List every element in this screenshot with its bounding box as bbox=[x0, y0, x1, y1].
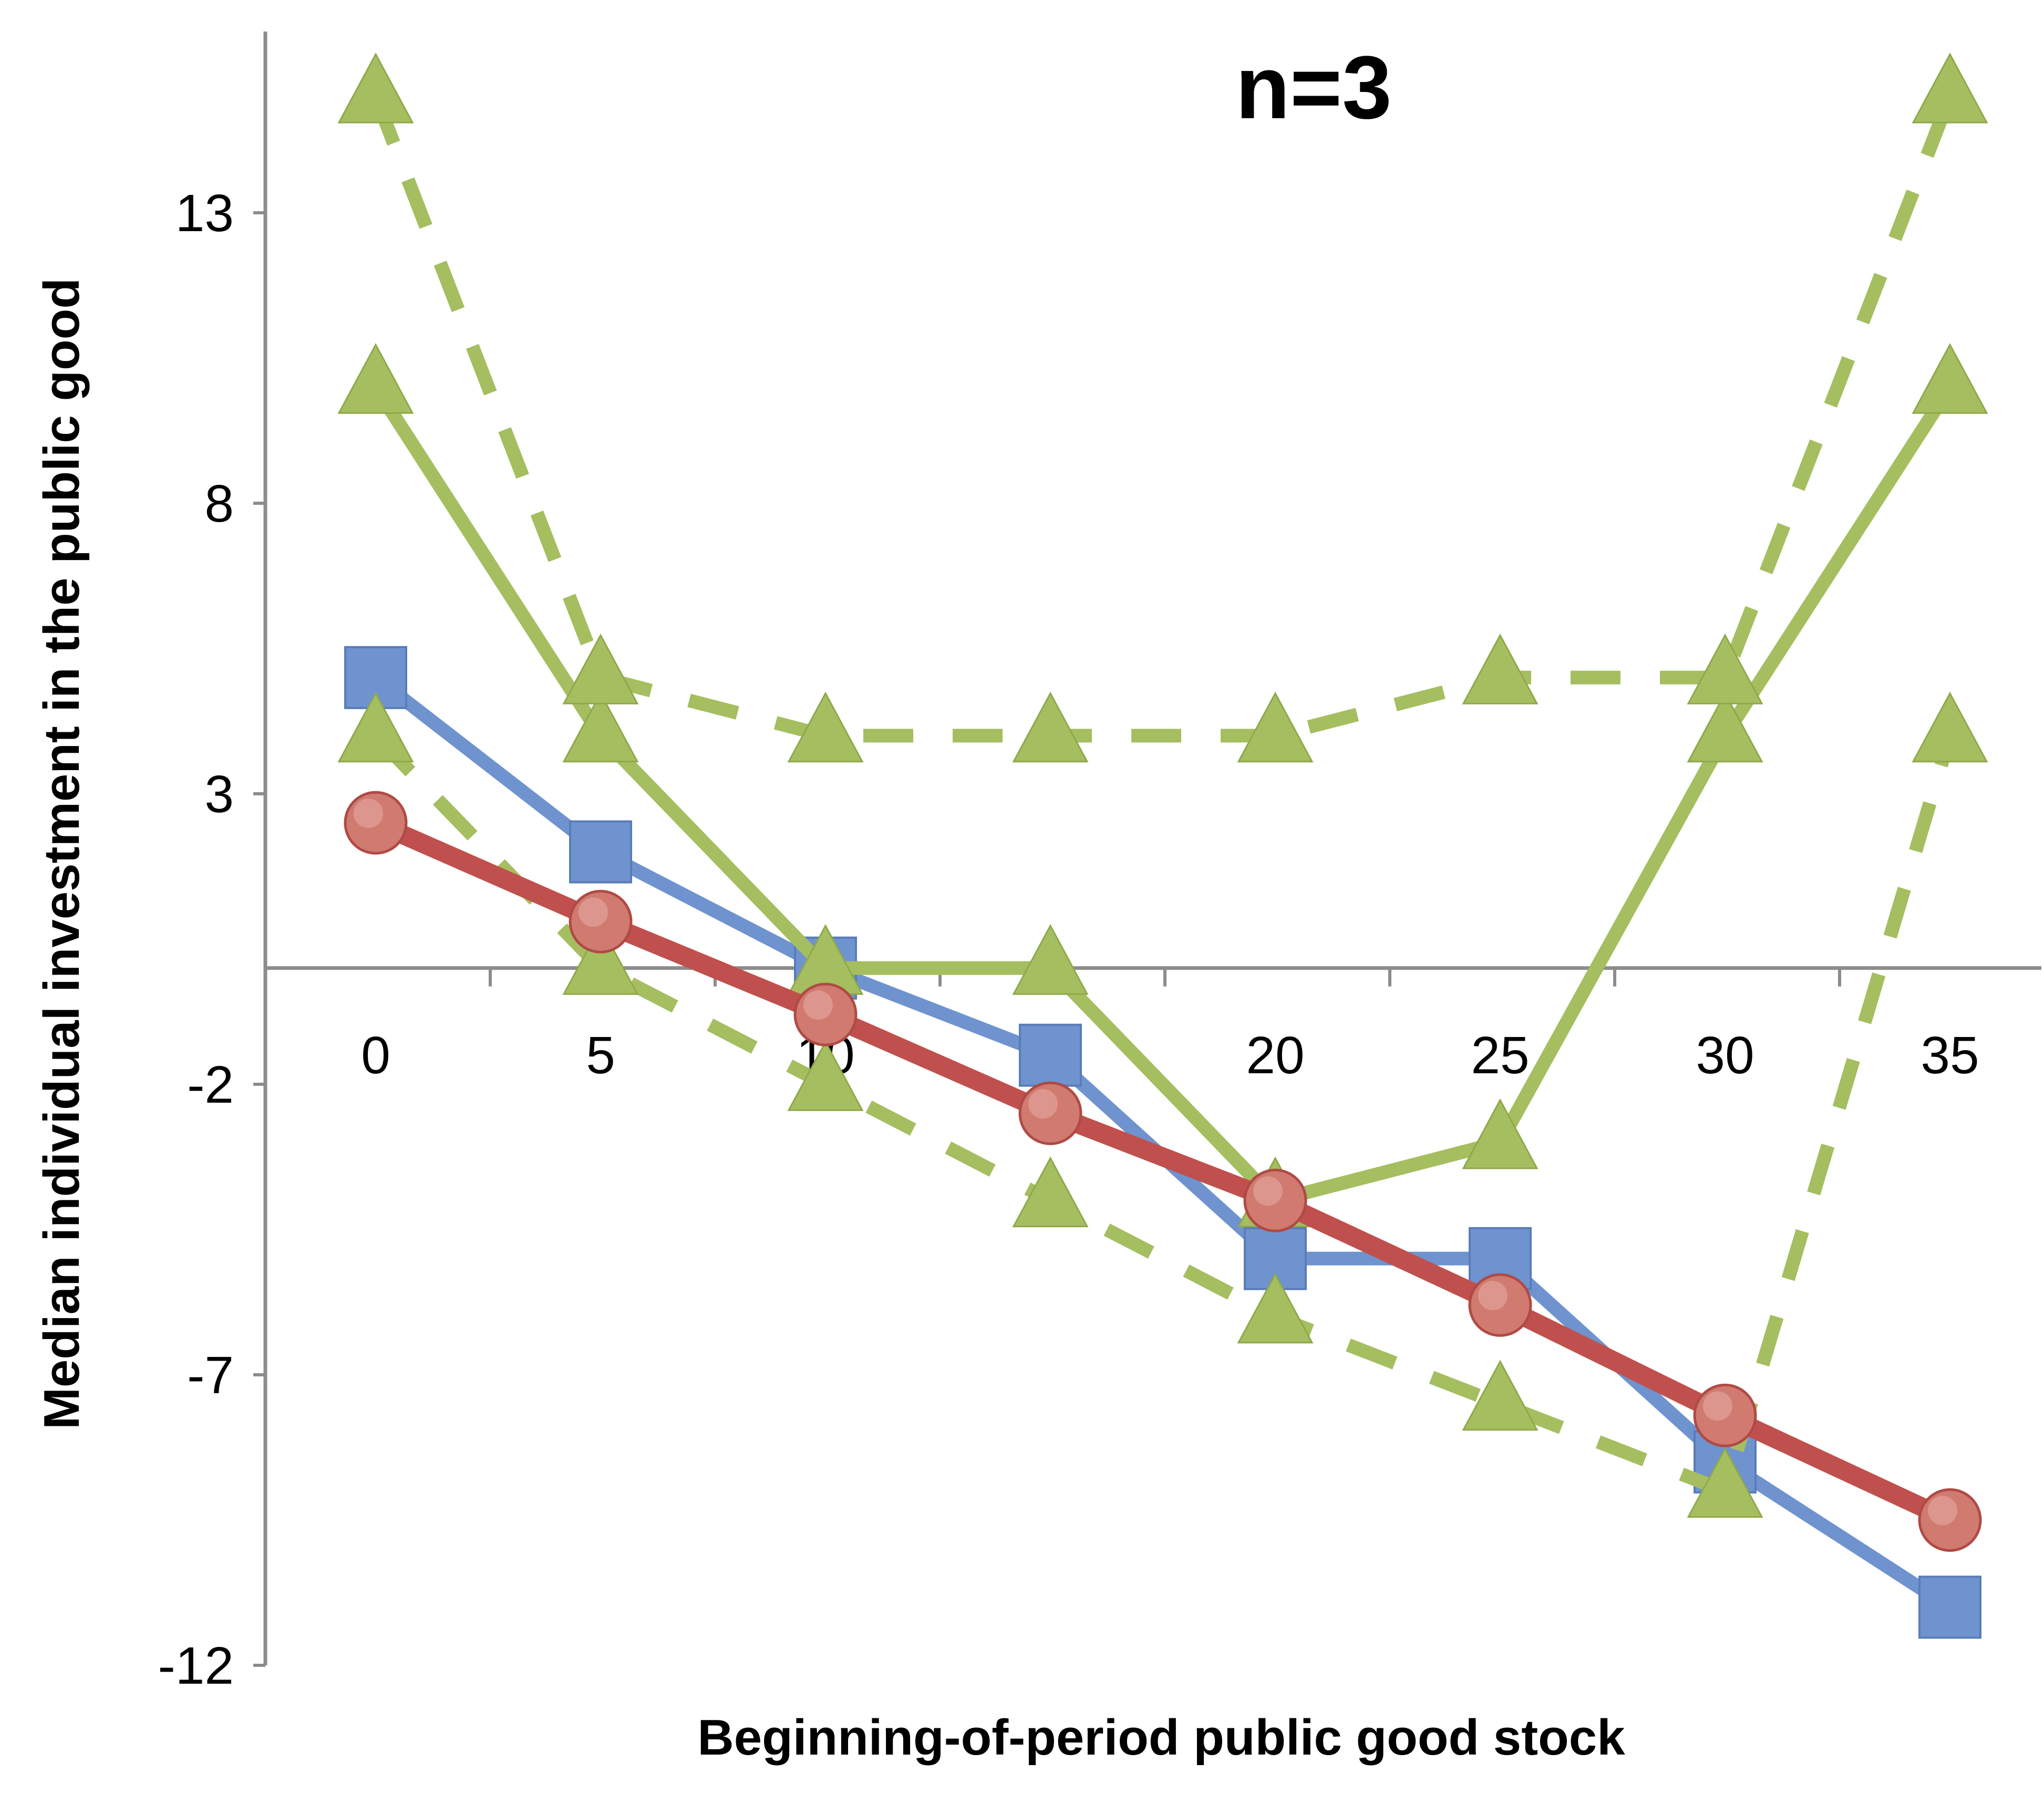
data-point-highlight bbox=[803, 990, 833, 1020]
series-2 bbox=[337, 53, 1988, 763]
data-point bbox=[562, 924, 639, 995]
data-point bbox=[337, 53, 414, 123]
data-point bbox=[787, 1040, 864, 1111]
data-point bbox=[337, 691, 414, 763]
chart-title: n=3 bbox=[1235, 38, 1392, 138]
x-tick-label: 30 bbox=[1696, 1026, 1754, 1085]
data-point bbox=[569, 820, 632, 884]
data-point bbox=[1012, 924, 1089, 995]
data-point bbox=[1237, 1272, 1314, 1344]
data-point bbox=[1687, 691, 1763, 763]
y-tick-label: 8 bbox=[204, 474, 234, 533]
data-point bbox=[562, 691, 639, 763]
x-axis-title: Beginning-of-period public good stock bbox=[697, 1709, 1625, 1766]
x-tick-label: 35 bbox=[1921, 1026, 1979, 1085]
y-tick-label: 3 bbox=[204, 765, 234, 824]
data-point-highlight bbox=[1928, 1496, 1957, 1526]
x-tick-label: 20 bbox=[1246, 1026, 1304, 1085]
data-point-highlight bbox=[1028, 1089, 1058, 1119]
y-axis-title: Median individual investment in the publ… bbox=[34, 278, 90, 1429]
y-tick-label: -7 bbox=[187, 1346, 234, 1405]
data-point bbox=[1012, 1156, 1089, 1228]
x-tick-label: 25 bbox=[1471, 1026, 1529, 1085]
x-tick-label: 5 bbox=[586, 1026, 615, 1085]
data-point-highlight bbox=[579, 897, 608, 927]
data-point bbox=[787, 691, 864, 763]
data-point-highlight bbox=[1703, 1391, 1732, 1421]
data-point bbox=[337, 343, 414, 414]
data-point bbox=[1237, 691, 1314, 763]
data-point-highlight bbox=[1478, 1281, 1508, 1311]
data-point bbox=[1912, 343, 1988, 414]
data-point bbox=[1462, 1098, 1539, 1169]
series-line bbox=[370, 383, 1956, 1208]
data-point-highlight bbox=[1253, 1176, 1283, 1206]
series-line bbox=[370, 731, 1957, 1498]
labels: n=3 Beginning-of-period public good stoc… bbox=[34, 38, 1625, 1766]
series-4 bbox=[344, 791, 1982, 1552]
y-tick-label: -2 bbox=[187, 1055, 234, 1114]
data-point bbox=[1019, 1023, 1082, 1087]
data-point bbox=[1918, 1575, 1981, 1639]
y-tick-label: -12 bbox=[158, 1636, 234, 1695]
series-layer bbox=[337, 53, 1988, 1639]
data-point-highlight bbox=[354, 799, 383, 828]
data-point bbox=[1687, 634, 1763, 704]
data-point bbox=[1462, 634, 1539, 704]
data-point bbox=[562, 634, 639, 704]
data-point bbox=[1687, 1447, 1763, 1518]
data-point bbox=[1462, 1360, 1539, 1431]
series-line bbox=[369, 94, 1957, 743]
series-1 bbox=[337, 343, 1988, 1228]
series-line bbox=[371, 814, 1954, 1529]
data-point bbox=[1912, 691, 1988, 763]
data-point bbox=[1012, 691, 1089, 763]
x-tick-label: 0 bbox=[361, 1026, 390, 1085]
series-3 bbox=[337, 691, 1988, 1518]
y-tick-label: 13 bbox=[176, 184, 234, 243]
data-point bbox=[1912, 53, 1988, 123]
